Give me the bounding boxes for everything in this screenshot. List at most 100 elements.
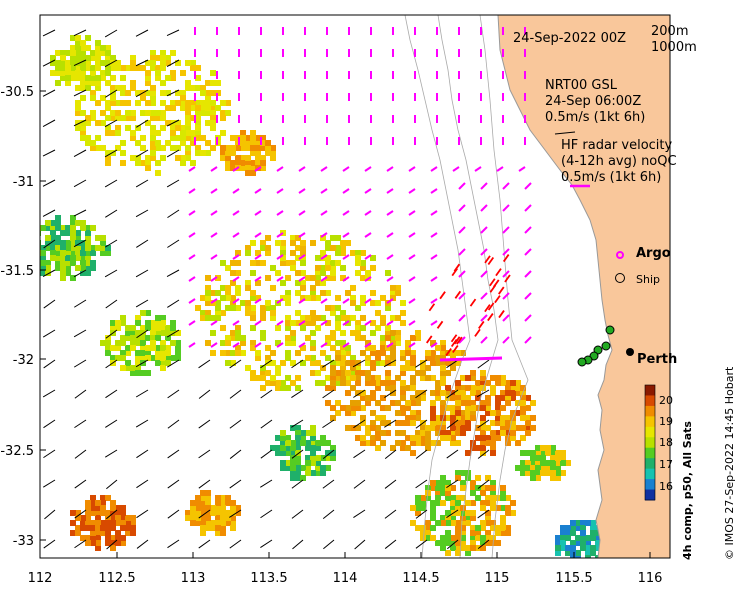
sst-cell — [230, 330, 236, 336]
sst-cell — [215, 495, 221, 501]
sst-cell — [470, 400, 476, 406]
hf-radar-arrow — [524, 226, 532, 234]
sst-cell — [280, 280, 286, 286]
sst-cell — [175, 125, 181, 131]
sst-cell — [30, 240, 36, 246]
radar-arrow-red — [502, 254, 510, 263]
sst-cell — [590, 560, 596, 566]
sst-cell — [115, 345, 121, 351]
sst-cell — [500, 530, 506, 536]
model-current-arrow — [167, 239, 180, 248]
sst-cell — [325, 290, 331, 296]
sst-cell — [270, 310, 276, 316]
sst-cell — [75, 40, 81, 46]
hf-radar-arrow — [232, 232, 240, 238]
sst-cell — [370, 300, 376, 306]
sst-cell — [525, 465, 531, 471]
sst-cell — [310, 455, 316, 461]
sst-cell — [230, 280, 236, 286]
sst-cell — [120, 505, 126, 511]
sst-cell — [130, 80, 136, 86]
sst-cell — [210, 70, 216, 76]
sst-cell — [350, 360, 356, 366]
sst-cell — [485, 500, 491, 506]
sst-cell — [480, 375, 486, 381]
sst-cell — [455, 415, 461, 421]
sst-cell — [530, 400, 536, 406]
sst-cell — [490, 450, 496, 456]
sst-cell — [70, 245, 76, 251]
sst-cell — [230, 270, 236, 276]
sst-cell — [305, 430, 311, 436]
sst-cell — [100, 240, 106, 246]
sst-cell — [185, 110, 191, 116]
model-current-arrow — [105, 299, 118, 309]
sst-cell — [115, 320, 121, 326]
sst-cell — [230, 510, 236, 516]
sst-cell — [550, 475, 556, 481]
sst-cell — [450, 405, 456, 411]
sst-cell — [95, 235, 101, 241]
model-current-arrow — [323, 539, 335, 550]
sst-cell — [125, 115, 131, 121]
sst-cell — [220, 340, 226, 346]
sst-cell — [355, 325, 361, 331]
sst-cell — [235, 325, 241, 331]
sst-cell — [190, 515, 196, 521]
model-current-arrow — [104, 149, 118, 158]
sst-cell — [185, 130, 191, 136]
sst-cell — [350, 250, 356, 256]
sst-cell — [530, 475, 536, 481]
sst-cell — [250, 340, 256, 346]
model-scale-label: 0.5m/s (1kt 6h) — [545, 110, 646, 125]
sst-cell — [85, 225, 91, 231]
sst-cell — [490, 480, 496, 486]
sst-cell — [355, 260, 361, 266]
sst-cell — [485, 495, 491, 501]
sst-cell — [500, 395, 506, 401]
sst-cell — [60, 50, 66, 56]
sst-cell — [105, 510, 111, 516]
sst-cell — [305, 465, 311, 471]
hf-radar-arrow — [386, 276, 394, 282]
sst-cell — [515, 465, 521, 471]
sst-cell — [145, 335, 151, 341]
sst-cell — [155, 335, 161, 341]
sst-cell — [120, 115, 126, 121]
sst-cell — [505, 510, 511, 516]
sst-cell — [360, 265, 366, 271]
sst-cell — [140, 355, 146, 361]
sst-cell — [365, 270, 371, 276]
sst-cell — [275, 325, 281, 331]
sst-cell — [110, 150, 116, 156]
sst-cell — [465, 550, 471, 556]
sst-cell — [380, 395, 386, 401]
sst-cell — [240, 130, 246, 136]
sst-cell — [465, 410, 471, 416]
model-current-arrow — [166, 29, 180, 37]
sst-cell — [485, 475, 491, 481]
sst-cell — [355, 405, 361, 411]
sst-cell — [100, 120, 106, 126]
hf-radar-arrow — [320, 210, 328, 216]
sst-cell — [150, 330, 156, 336]
sst-cell — [345, 290, 351, 296]
sst-cell — [110, 85, 116, 91]
sst-cell — [185, 150, 191, 156]
hf-radar-arrow — [210, 232, 218, 238]
sst-cell — [470, 535, 476, 541]
sst-cell — [490, 445, 496, 451]
sst-cell — [115, 130, 121, 136]
sst-cell — [215, 315, 221, 321]
hf-radar-arrow — [210, 210, 218, 216]
sst-cell — [375, 325, 381, 331]
sst-cell — [570, 560, 576, 566]
sst-cell — [335, 235, 341, 241]
y-tick-label: -30.5 — [0, 85, 34, 100]
sst-cell — [130, 370, 136, 376]
sst-cell — [580, 520, 586, 526]
hf-radar-arrow — [298, 342, 306, 348]
sst-cell — [185, 135, 191, 141]
sst-cell — [425, 375, 431, 381]
